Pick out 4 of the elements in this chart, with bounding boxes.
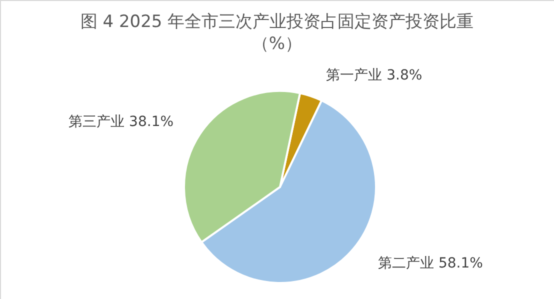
slice-label: 第三产业 38.1% [68,114,174,130]
slice-label: 第二产业 58.1% [378,255,483,272]
chart-title: 图 4 2025 年全市三次产业投资占固定资产投资比重（%） [80,12,474,54]
slice-label: 第一产业 3.8% [326,67,422,84]
